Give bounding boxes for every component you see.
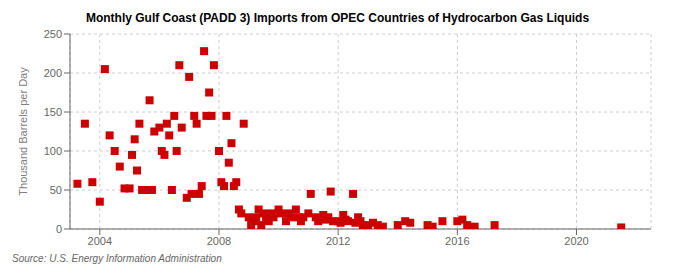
svg-text:250: 250 [44,28,62,40]
html-text:Monthly Gulf Coast (PADD 3) Im: Monthly Gulf Coast (PADD 3) Imports from… [85,11,590,25]
svg-text:2004: 2004 [88,235,112,247]
svg-text:2020: 2020 [564,235,588,247]
svg-text:0: 0 [56,223,62,235]
svg-text:50: 50 [50,184,62,196]
html-text:Source: U.S. Energy Informatio: Source: U.S. Energy Information Administ… [12,253,222,264]
svg-text:2016: 2016 [445,235,469,247]
svg-text:2008: 2008 [207,235,231,247]
svg-text:2012: 2012 [326,235,350,247]
svg-text:200: 200 [44,67,62,79]
svg-text:Thousand Barrels per Day: Thousand Barrels per Day [17,67,29,196]
svg-text:100: 100 [44,145,62,157]
svg-text:150: 150 [44,106,62,118]
